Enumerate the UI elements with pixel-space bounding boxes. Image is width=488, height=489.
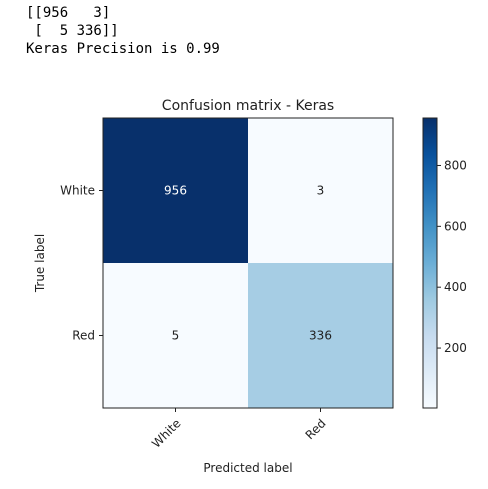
output-line-2: [ 5 336]] (26, 23, 119, 39)
heatmap-cell (103, 263, 248, 408)
colorbar-tick-label: 800 (444, 158, 467, 172)
cell-value-label: 3 (317, 184, 325, 198)
y-tick-label: Red (72, 329, 95, 343)
plot-frame (102, 117, 394, 409)
y-tick-label: White (60, 184, 95, 198)
output-line-3: Keras Precision is 0.99 (26, 41, 220, 57)
colorbar-ticks: 200 400 600 800 (437, 158, 467, 355)
cell-value-label: 336 (309, 329, 332, 343)
x-tick-label: White (149, 416, 184, 451)
heatmap-cell (103, 118, 248, 263)
cell-output: [[956 3] [ 5 336]] Keras Precision is 0.9… (26, 4, 220, 58)
heatmap-cells: 956 3 5 336 (103, 118, 393, 408)
x-axis-label: Predicted label (203, 461, 292, 475)
y-axis-label: True label (33, 234, 47, 293)
x-tick-label: Red (303, 416, 329, 442)
colorbar (422, 117, 438, 409)
chart-title: Confusion matrix - Keras (162, 98, 334, 114)
heatmap-cell (248, 118, 393, 263)
heatmap-cell (248, 263, 393, 408)
output-line-1: [[956 3] (26, 5, 111, 21)
colorbar-tick-label: 600 (444, 219, 467, 233)
colorbar-tick-label: 400 (444, 280, 467, 294)
cell-value-label: 5 (172, 329, 180, 343)
cell-value-label: 956 (164, 184, 187, 198)
colorbar-tick-label: 200 (444, 341, 467, 355)
